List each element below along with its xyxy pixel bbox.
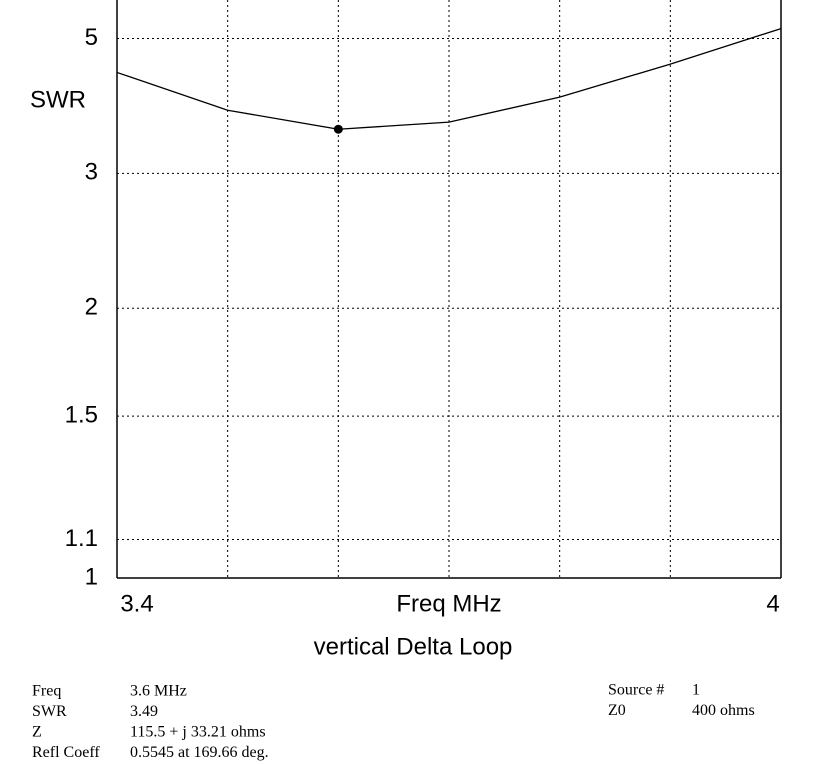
readout-value: 115.5 + j 33.21 ohms xyxy=(130,724,266,741)
x-tick-label: 3.4 xyxy=(120,590,153,617)
source-label: Z0 xyxy=(608,702,626,719)
readout-value: 3.6 MHz xyxy=(130,683,187,700)
y-axis-label: SWR xyxy=(30,86,86,113)
readout-label: SWR xyxy=(32,703,67,720)
y-tick-label: 3 xyxy=(85,159,98,186)
marker xyxy=(333,124,343,134)
readout-value: 0.5545 at 169.66 deg. xyxy=(130,744,269,761)
x-tick-label: 4 xyxy=(766,590,779,617)
source-value: 400 ohms xyxy=(692,702,755,719)
y-tick-label: 2 xyxy=(85,294,98,321)
chart-title: vertical Delta Loop xyxy=(314,633,513,660)
swr-line xyxy=(116,27,782,130)
y-tick-label: 1.1 xyxy=(65,525,98,552)
y-tick-label: 5 xyxy=(85,24,98,51)
y-tick-label: 1 xyxy=(85,563,98,590)
readout-label: Refl Coeff xyxy=(32,744,100,761)
source-label: Source # xyxy=(608,682,664,699)
source-value: 1 xyxy=(692,682,700,699)
readout-value: 3.49 xyxy=(130,703,158,720)
x-axis-label: Freq MHz xyxy=(396,590,501,617)
readout-label: Freq xyxy=(32,683,61,700)
y-tick-label: 1.5 xyxy=(65,402,98,429)
readout-label: Z xyxy=(32,724,42,741)
